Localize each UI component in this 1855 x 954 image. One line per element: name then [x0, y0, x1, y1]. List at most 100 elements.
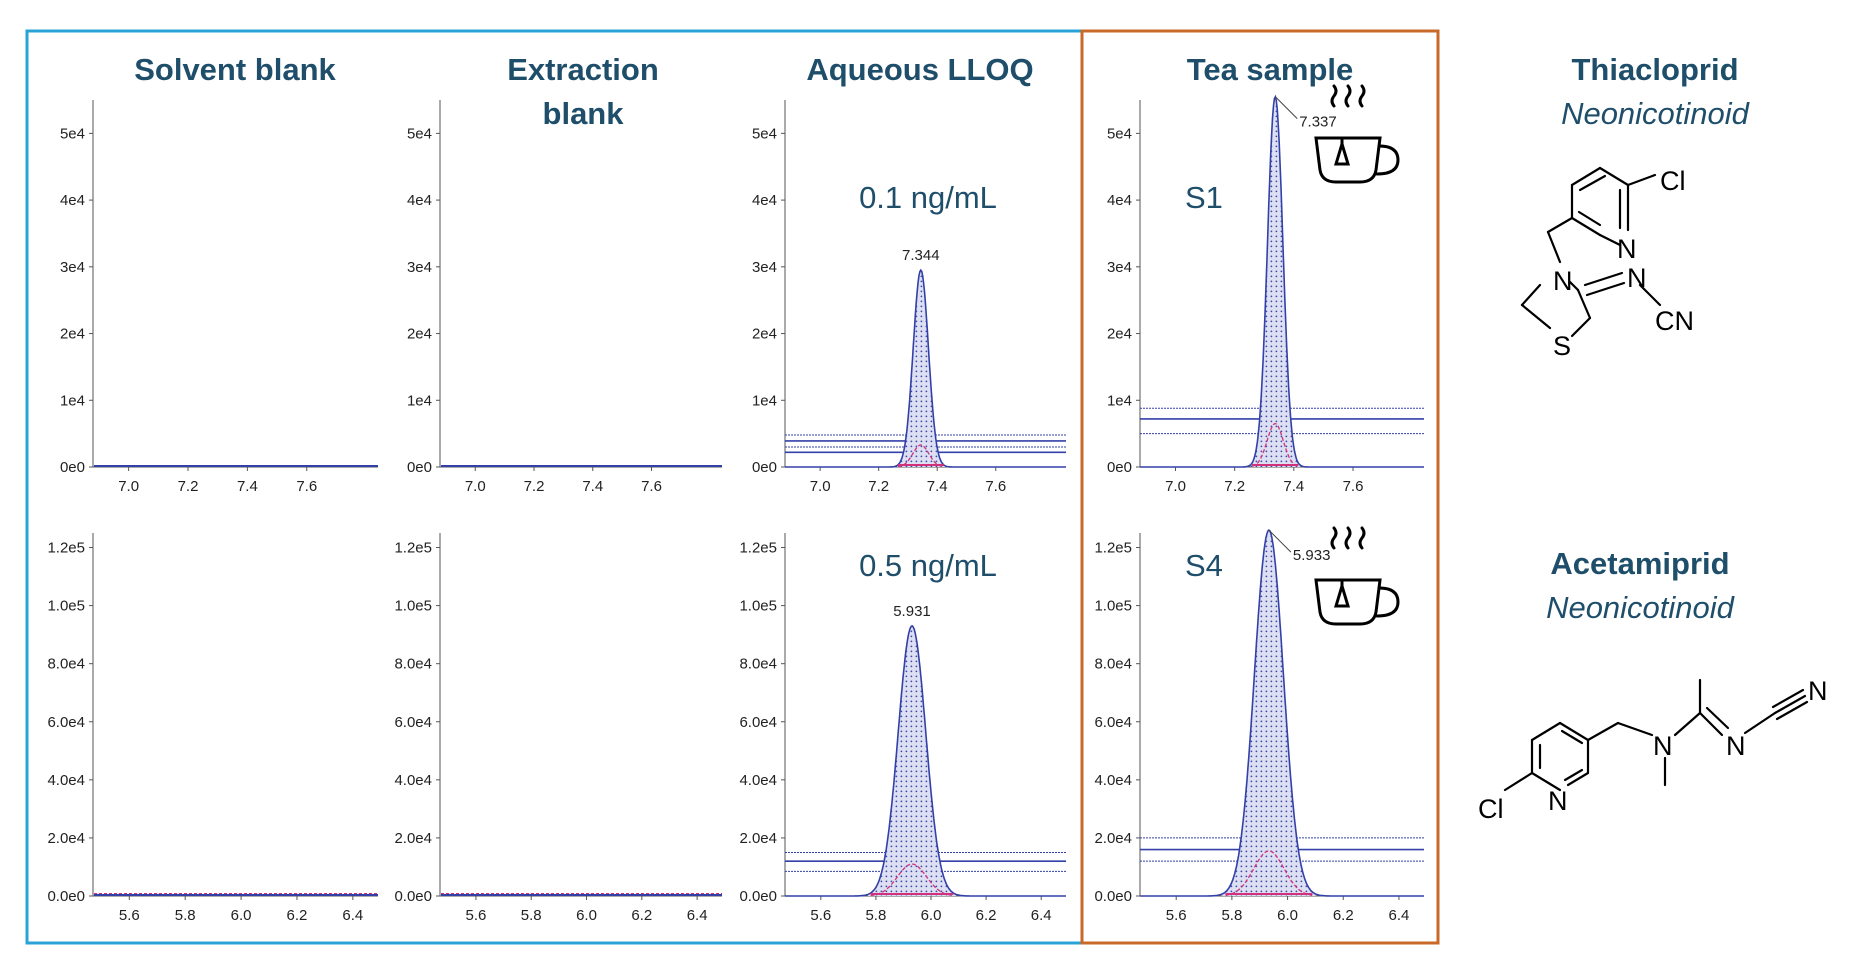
x-tick-label: 5.8	[521, 907, 542, 924]
compound-name-thiacloprid: Thiacloprid	[1571, 52, 1739, 87]
tea-cup-icon	[1314, 526, 1400, 626]
x-tick-label: 6.4	[1031, 907, 1052, 924]
y-tick-label: 8.0e4	[1094, 656, 1132, 673]
y-tick-label: 1.0e5	[739, 598, 777, 615]
y-tick-label: 3e4	[60, 259, 85, 276]
x-tick-label: 7.4	[1283, 478, 1304, 495]
y-tick-label: 1.2e5	[394, 540, 432, 557]
tea-sample-frame	[1080, 29, 1440, 945]
chart-grid: 0e0 1e4 2e4 3e4 4e4 5e4 7.0 7.2 7.4 7.6 0e0 1e4 2e4 3…	[47, 94, 1424, 924]
y-tick-label: 1e4	[407, 392, 432, 409]
concentration-label: 0.1 ng/mL	[859, 180, 997, 215]
y-tick-label: 2e4	[1107, 326, 1132, 343]
x-tick-label: 7.2	[178, 478, 199, 495]
y-tick-label: 0.0e0	[1094, 888, 1132, 905]
x-tick-label: 7.0	[810, 478, 831, 495]
peak-label-leader	[1274, 96, 1298, 120]
y-tick-label: 4.0e4	[47, 772, 85, 789]
y-tick-label: 4e4	[752, 192, 777, 209]
x-tick-label: 7.6	[1343, 478, 1364, 495]
x-tick-label: 6.4	[1389, 907, 1410, 924]
x-tick-label: 6.4	[342, 907, 363, 924]
atom-n-pyridine-thiacloprid: N	[1617, 234, 1637, 264]
y-tick-label: 6.0e4	[394, 714, 432, 731]
peak-trace	[785, 625, 1066, 897]
header-aqueous-lloq: Aqueous LLOQ	[806, 52, 1034, 87]
compound-name-acetamiprid: Acetamiprid	[1550, 546, 1730, 581]
chart-extraction-blank-acetamiprid: 0.0e0 2.0e4 4.0e4 6.0e4 8.0e4 1.0e5 1.2e5 5.6 5.…	[394, 533, 722, 924]
atom-cl-acetamiprid: Cl	[1478, 794, 1504, 824]
header-tea-sample: Tea sample	[1186, 52, 1354, 87]
y-tick-label: 0e0	[752, 459, 777, 476]
x-tick-label: 5.8	[865, 907, 886, 924]
y-tick-label: 1.0e5	[1094, 598, 1132, 615]
x-tick-label: 7.4	[237, 478, 258, 495]
concentration-label: S1	[1185, 180, 1223, 215]
y-tick-label: 1.0e5	[47, 598, 85, 615]
atom-cn-thiacloprid: CN	[1655, 306, 1694, 336]
y-tick-label: 1.2e5	[739, 540, 777, 557]
x-tick-label: 5.6	[810, 907, 831, 924]
x-tick-label: 7.4	[927, 478, 948, 495]
y-tick-label: 0.0e0	[394, 888, 432, 905]
concentration-label: S4	[1185, 548, 1223, 583]
y-tick-label: 8.0e4	[47, 656, 85, 673]
y-tick-label: 2.0e4	[739, 830, 777, 847]
y-tick-label: 6.0e4	[739, 714, 777, 731]
y-tick-label: 6.0e4	[47, 714, 85, 731]
compound-class-acetamiprid: Neonicotinoid	[1546, 590, 1734, 625]
y-tick-label: 5e4	[60, 125, 85, 142]
y-tick-label: 5e4	[1107, 125, 1132, 142]
y-tick-label: 8.0e4	[739, 656, 777, 673]
x-tick-label: 7.2	[868, 478, 889, 495]
peak-label: 5.931	[893, 603, 931, 620]
qualifier-trace	[870, 863, 954, 897]
x-tick-label: 7.6	[641, 478, 662, 495]
atom-cl-thiacloprid: Cl	[1660, 166, 1686, 196]
atom-n-nitrile-acetamiprid: N	[1808, 676, 1828, 706]
atom-s-thiacloprid: S	[1553, 331, 1571, 361]
y-tick-label: 4e4	[60, 192, 85, 209]
x-tick-label: 7.4	[582, 478, 603, 495]
tea-cup-icon	[1314, 84, 1400, 184]
y-tick-label: 4e4	[407, 192, 432, 209]
y-tick-label: 8.0e4	[394, 656, 432, 673]
x-tick-label: 7.0	[118, 478, 139, 495]
peak-label-leader	[1268, 529, 1292, 553]
chart-aqueous-lloq-acetamiprid: 0.0e0 2.0e4 4.0e4 6.0e4 8.0e4 1.0e5 1.2e5 5.6 5.…	[739, 533, 1066, 924]
qualifier-trace	[898, 444, 944, 468]
y-tick-label: 2.0e4	[1094, 830, 1132, 847]
x-tick-label: 7.2	[524, 478, 545, 495]
peak-area	[867, 625, 957, 896]
x-tick-label: 7.6	[296, 478, 317, 495]
peak-trace	[785, 268, 1066, 468]
y-tick-label: 0.0e0	[739, 888, 777, 905]
chart-extraction-blank-thiacloprid: 0e0 1e4 2e4 3e4 4e4 5e4 7.0 7.2 7.4 7.6	[407, 100, 722, 495]
y-tick-label: 1.2e5	[47, 540, 85, 557]
x-tick-label: 5.6	[119, 907, 140, 924]
y-tick-label: 3e4	[1107, 259, 1132, 276]
qualifier-trace	[1251, 422, 1299, 467]
y-tick-label: 4.0e4	[739, 772, 777, 789]
x-tick-label: 7.2	[1224, 478, 1245, 495]
y-tick-label: 2e4	[752, 326, 777, 343]
y-tick-label: 2.0e4	[394, 830, 432, 847]
x-tick-label: 6.2	[631, 907, 652, 924]
y-tick-label: 2.0e4	[47, 830, 85, 847]
y-tick-label: 0e0	[60, 459, 85, 476]
y-tick-label: 0e0	[1107, 459, 1132, 476]
atom-n-pyridine-acetamiprid: N	[1548, 786, 1568, 816]
y-tick-label: 1e4	[60, 392, 85, 409]
peak-area	[896, 270, 946, 467]
y-tick-label: 4.0e4	[394, 772, 432, 789]
concentration-label: 0.5 ng/mL	[859, 548, 997, 583]
y-tick-label: 3e4	[407, 259, 432, 276]
x-tick-label: 6.2	[1333, 907, 1354, 924]
y-tick-label: 1e4	[1107, 392, 1132, 409]
y-tick-label: 2e4	[407, 326, 432, 343]
y-tick-label: 0.0e0	[47, 888, 85, 905]
x-tick-label: 5.8	[1221, 907, 1242, 924]
chart-tea-sample-acetamiprid: 0.0e0 2.0e4 4.0e4 6.0e4 8.0e4 1.0e5 1.2e5 5.6 5.…	[1094, 529, 1424, 924]
compound-class-thiacloprid: Neonicotinoid	[1561, 96, 1749, 131]
